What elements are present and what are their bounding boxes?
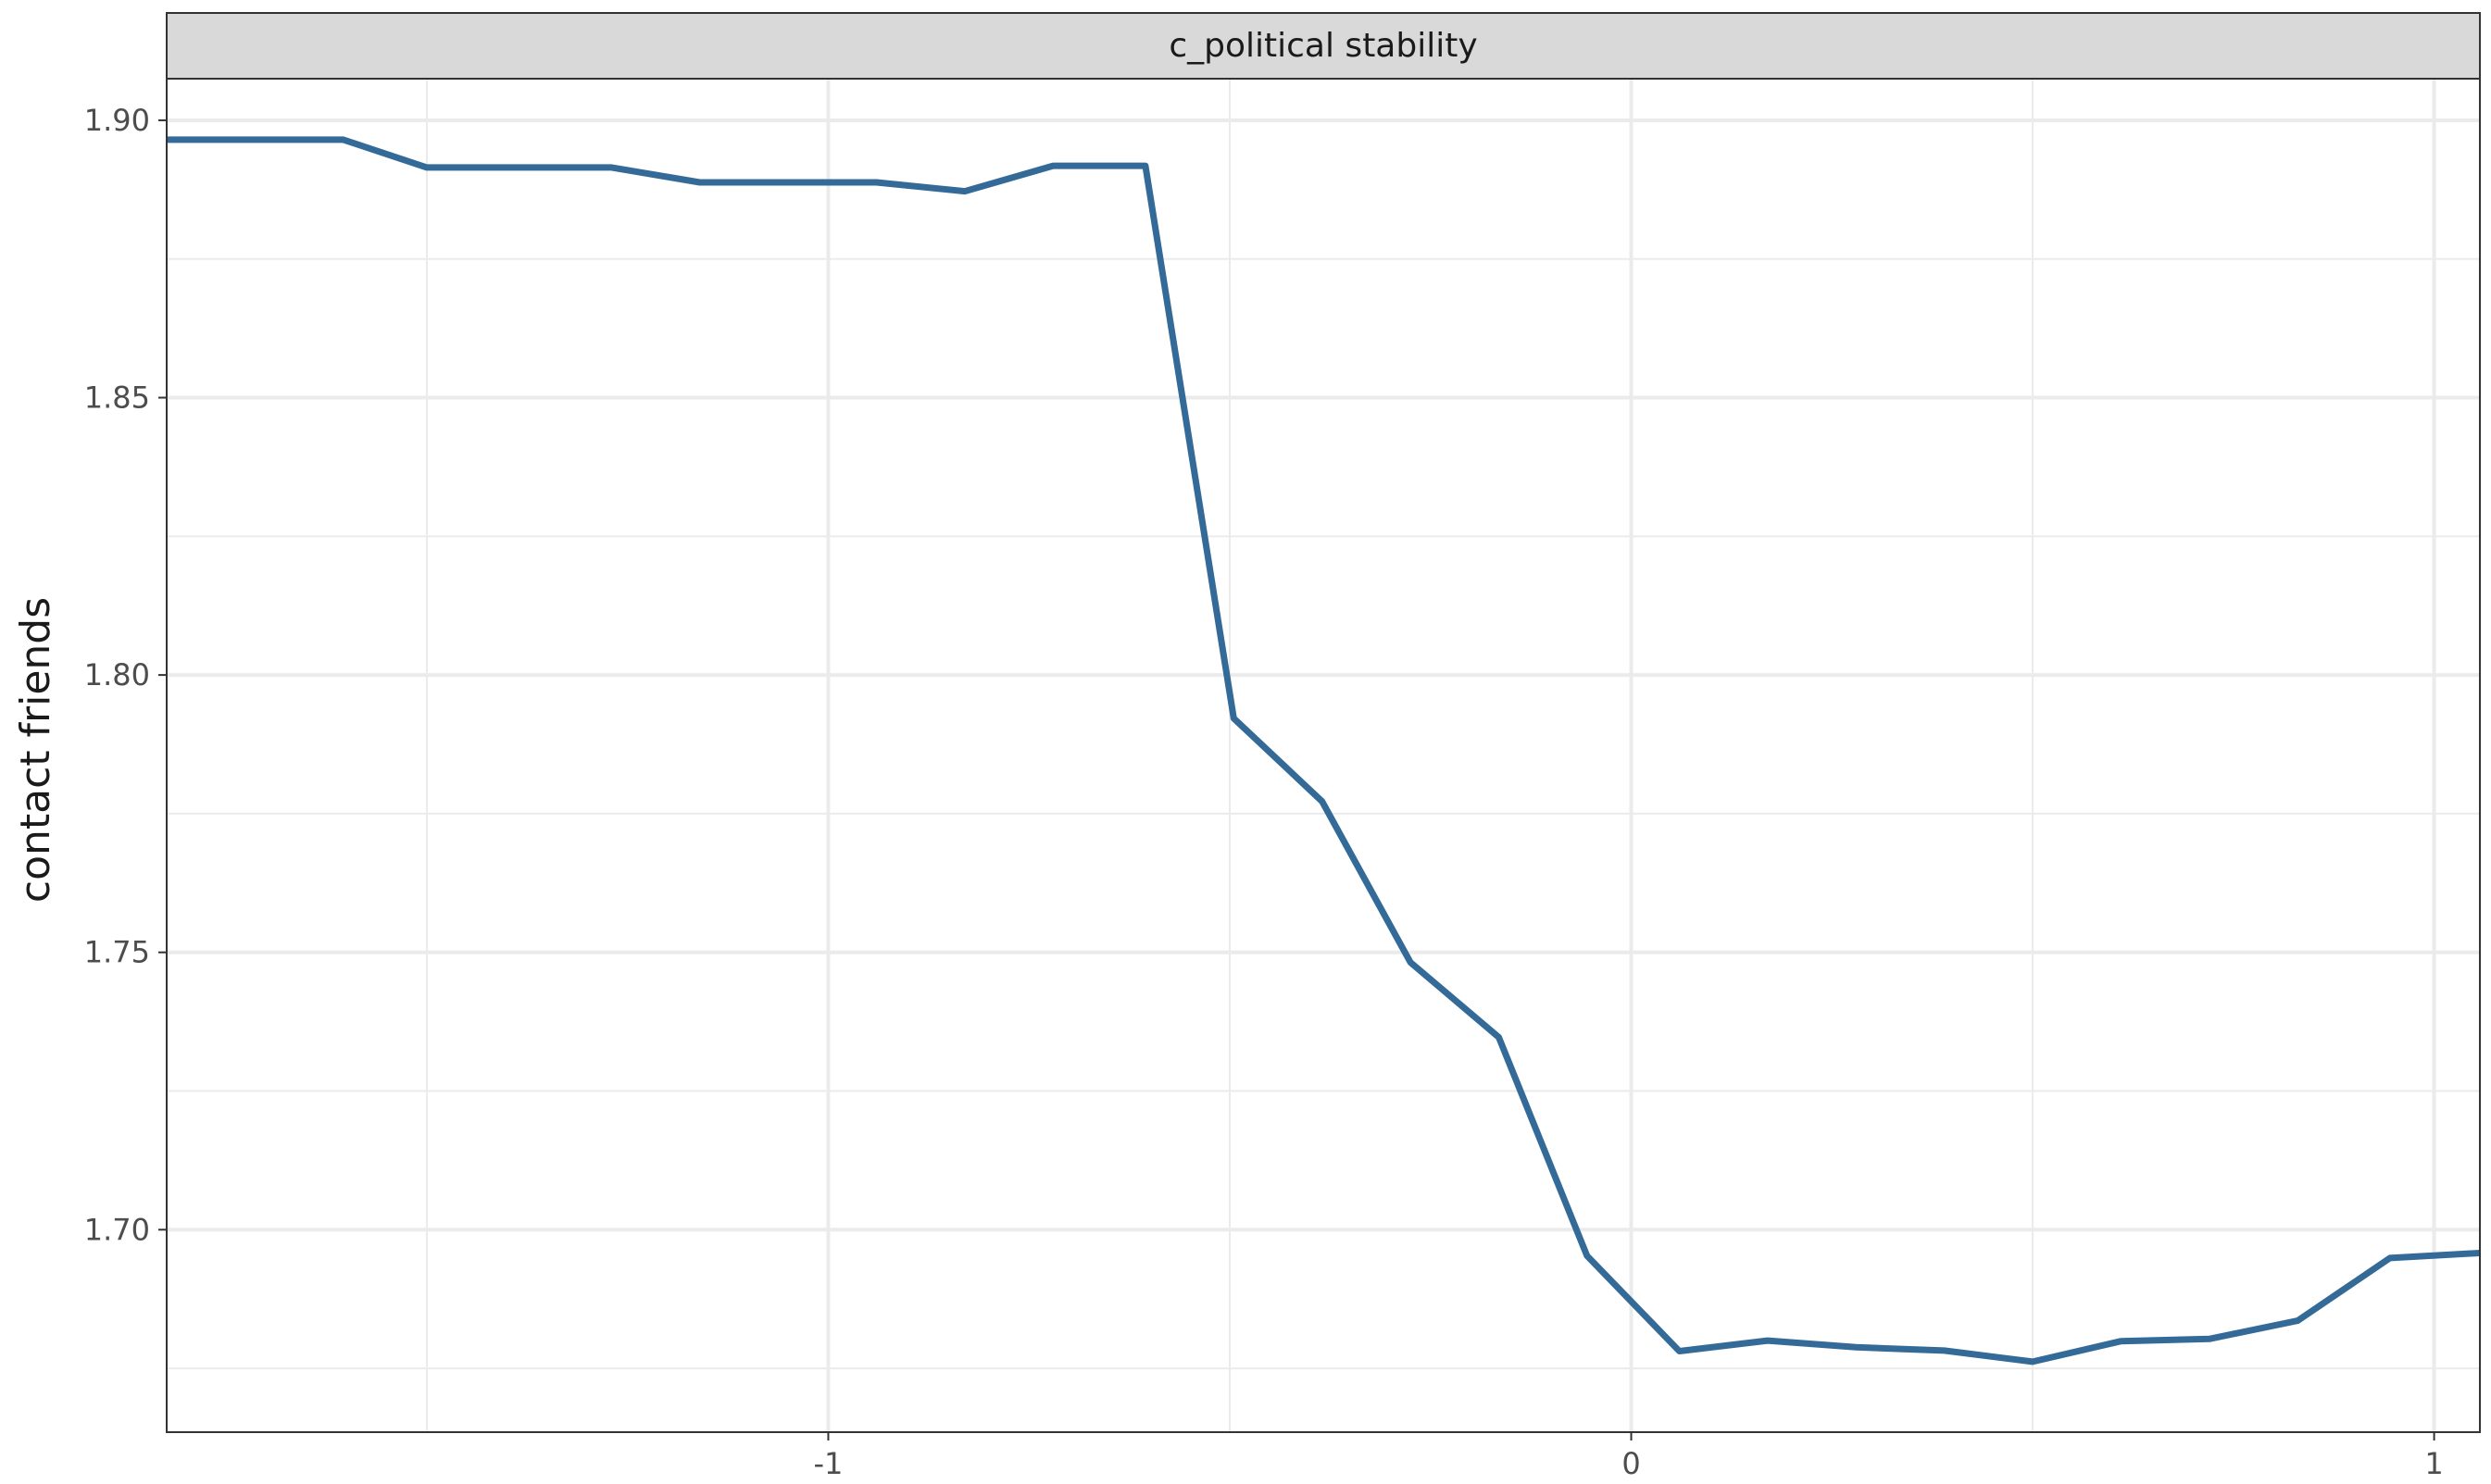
facet-strip-background <box>166 12 2481 80</box>
y-tick-label: 1.75 <box>84 935 150 970</box>
panel-border-rect <box>166 78 2481 1433</box>
series-line <box>167 136 2481 1366</box>
x-tick-label: -1 <box>814 1446 844 1481</box>
y-tick-label: 1.85 <box>84 380 150 416</box>
facet-strip: c_political stability <box>166 12 2481 80</box>
x-tick-label: 1 <box>2424 1446 2443 1481</box>
minor-gridlines <box>167 79 2480 1432</box>
facet-strip-label: c_political stability <box>1169 27 1477 65</box>
y-tick-label: 1.80 <box>84 657 150 692</box>
plot-panel <box>167 79 2480 1432</box>
y-tick-label: 1.70 <box>84 1212 150 1247</box>
plot-panel-border <box>166 78 2481 1433</box>
line-series <box>167 136 2481 1366</box>
major-gridlines <box>167 79 2480 1432</box>
x-axis: -1 0 1 <box>814 1432 2444 1481</box>
y-axis: 1.70 1.75 1.80 1.85 1.90 <box>84 103 167 1247</box>
y-axis-title: contact friends <box>12 597 59 903</box>
plot-panel-background <box>167 79 2480 1432</box>
y-tick-label: 1.90 <box>84 103 150 138</box>
x-tick-label: 0 <box>1621 1446 1640 1481</box>
